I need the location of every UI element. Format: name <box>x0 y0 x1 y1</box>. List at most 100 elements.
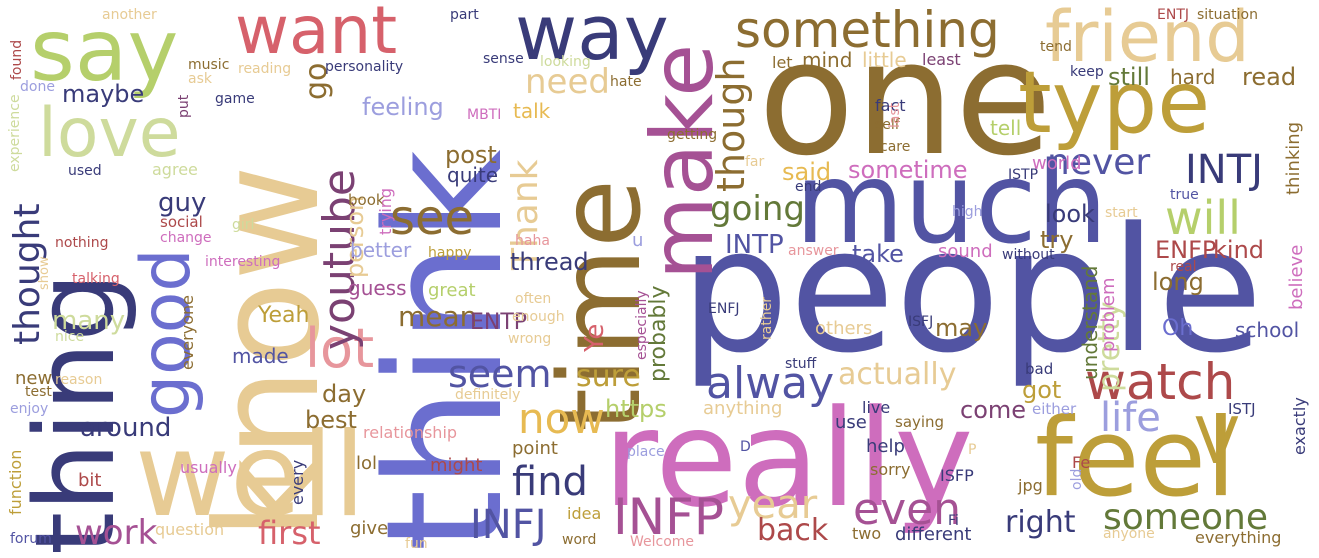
word-way: way <box>515 0 669 77</box>
word-going: going <box>710 189 805 229</box>
word-hate: hate <box>610 74 642 90</box>
word-interesting: interesting <box>205 254 281 270</box>
word-still: still <box>1108 63 1150 91</box>
word-said: said <box>782 158 832 186</box>
word-friend: friend <box>1045 0 1250 78</box>
word-post: post <box>445 141 497 169</box>
word-part: part <box>450 7 479 23</box>
word-ye: Ye <box>580 323 610 352</box>
word-care: care <box>880 139 911 155</box>
word-give: give <box>350 518 389 539</box>
word-social: social <box>160 213 203 231</box>
word-least: least <box>922 50 961 69</box>
word-p: P <box>968 442 977 458</box>
word-need: need <box>525 62 610 102</box>
word-saying: saying <box>895 413 945 431</box>
word-enfj: ENFJ <box>708 301 740 317</box>
word-mbti: MBTI <box>467 107 502 123</box>
word-fact: fact <box>875 96 906 115</box>
word-use: use <box>835 412 867 433</box>
word-say: say <box>30 1 179 101</box>
word-talking: talking <box>72 271 120 287</box>
word-probably: probably <box>646 285 671 382</box>
word-got: got <box>1022 376 1062 404</box>
word-thread: thread <box>510 248 589 276</box>
word-v: V <box>1195 405 1239 479</box>
word-type: type <box>1018 53 1211 153</box>
word-great: great <box>428 280 476 301</box>
word-welcome: Welcome <box>630 534 695 550</box>
word-let: let <box>772 53 793 72</box>
word-many: many <box>52 306 126 336</box>
word-fe: Fe <box>1072 453 1091 472</box>
word-istj: ISTJ <box>1228 400 1256 418</box>
word-u: u <box>632 230 644 251</box>
word-https: https <box>605 395 667 423</box>
word-see: see <box>390 190 475 246</box>
word-try: try <box>1040 226 1074 254</box>
word-something: something <box>735 1 1000 59</box>
word-true: true <box>1170 187 1199 203</box>
word-done: done <box>20 79 55 95</box>
word-keep: keep <box>1070 64 1104 80</box>
word-oh: Oh <box>1162 316 1194 341</box>
word-year: year <box>728 482 818 528</box>
word-without: without <box>1002 247 1055 263</box>
word-mean: mean <box>398 300 478 333</box>
word-two: two <box>852 524 882 543</box>
word-happy: happy <box>428 245 472 261</box>
word-even: even <box>853 484 962 535</box>
word-idea: idea <box>567 504 602 523</box>
word-new: new <box>15 368 53 389</box>
word-place: place <box>627 444 665 460</box>
word-anything: anything <box>703 398 783 419</box>
word-sometime: sometime <box>848 156 968 184</box>
word-situation: situation <box>1197 7 1258 23</box>
word-people: people <box>680 190 1264 391</box>
word-ask: ask <box>188 71 212 87</box>
word-anyone: anyone <box>1103 526 1155 542</box>
word-one: one <box>758 7 1053 191</box>
word-much: much <box>795 139 1108 269</box>
word-enjoy: enjoy <box>10 401 49 417</box>
word-wrong: wrong <box>508 331 552 347</box>
word-hard: hard <box>1170 65 1216 89</box>
word-come: come <box>960 396 1027 424</box>
word-answer: answer <box>788 243 839 259</box>
word-exactly: exactly <box>1290 397 1309 455</box>
word-mind: mind <box>802 48 853 72</box>
word-someone: someone <box>1103 497 1268 538</box>
word-infj: INFJ <box>470 502 547 548</box>
word-might: might <box>430 455 483 476</box>
word-often: often <box>515 291 552 307</box>
word-read: read <box>1242 63 1297 91</box>
word-guy: guy <box>158 188 207 218</box>
word-others: others <box>815 318 873 339</box>
word-put: put <box>176 94 192 118</box>
word-fun: fun <box>405 536 428 552</box>
word-music: music <box>188 57 230 73</box>
word-nice: nice <box>55 329 85 345</box>
word-either: either <box>1032 400 1077 418</box>
word-getting: getting <box>667 127 718 143</box>
word-especially: especially <box>634 290 650 360</box>
word-intp: INTP <box>725 230 784 260</box>
word-istp: ISTP <box>1008 167 1039 183</box>
word-long: long <box>1152 268 1204 296</box>
word-show: show <box>37 256 52 290</box>
word-last: last <box>887 102 903 128</box>
word-find: find <box>512 459 588 505</box>
word-high: high <box>952 204 983 220</box>
word-experience: experience <box>7 94 23 172</box>
word-change: change <box>160 230 212 246</box>
word-reason: reason <box>55 372 103 388</box>
word-forum: forum <box>10 531 52 547</box>
word-well: well <box>135 408 366 543</box>
word-reading: reading <box>238 61 292 77</box>
word-understand: understand <box>1078 265 1102 380</box>
word-entj: ENTJ <box>1157 7 1189 23</box>
word-everything: everything <box>1195 528 1282 547</box>
word-sure: sure <box>576 359 641 394</box>
word-work: work <box>75 513 158 553</box>
